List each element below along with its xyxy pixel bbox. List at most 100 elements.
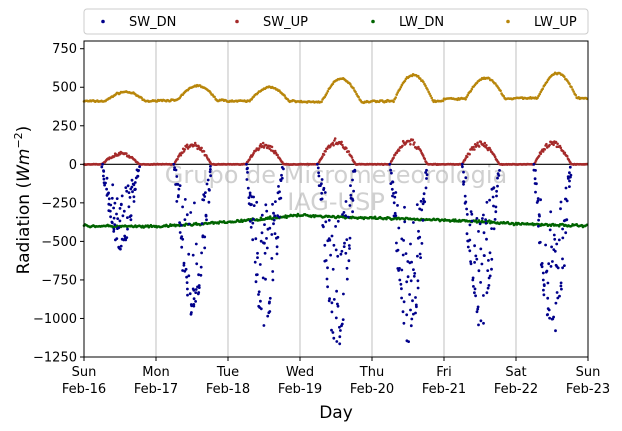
lw-dn-point: [295, 215, 299, 218]
sw-dn-point: [189, 211, 193, 214]
sw-up-point: [472, 145, 475, 149]
sw-dn-point: [246, 171, 249, 174]
legend-label-sw-dn: SW_DN: [129, 15, 176, 30]
sw-up-point: [468, 152, 471, 156]
sw-dn-point: [118, 219, 122, 223]
sw-dn-point: [496, 176, 499, 180]
data-points: [82, 71, 589, 346]
sw-dn-point: [133, 181, 137, 184]
sw-dn-point: [112, 206, 115, 210]
sw-dn-point: [488, 251, 492, 255]
sw-dn-point: [259, 239, 263, 243]
sw-dn-point: [251, 221, 255, 225]
sw-dn-point: [186, 293, 189, 297]
sw-up-point: [537, 154, 541, 158]
sw-dn-point: [268, 296, 272, 300]
sw-dn-point: [209, 174, 213, 178]
lw-up-point: [427, 90, 430, 94]
sw-up-point: [565, 154, 569, 158]
sw-dn-point: [534, 169, 537, 172]
sw-up-point: [485, 144, 488, 147]
sw-dn-point: [264, 203, 268, 207]
sw-dn-point: [473, 244, 476, 248]
sw-dn-point: [541, 271, 545, 275]
y-tick-label: −1250: [33, 351, 77, 366]
sw-dn-point: [533, 177, 537, 181]
sw-dn-point: [277, 185, 280, 188]
x-tick-label-day: Tue: [216, 365, 239, 380]
grid-lines: [155, 41, 517, 357]
sw-dn-point: [535, 182, 538, 186]
lw-up-point: [563, 75, 566, 78]
sw-dn-point: [256, 251, 259, 255]
lw-up-point: [419, 77, 422, 80]
lw-dn-point: [268, 215, 272, 218]
sw-dn-point: [466, 239, 470, 243]
sw-dn-point: [421, 219, 425, 222]
sw-up-point: [419, 149, 423, 153]
sw-dn-point: [401, 310, 405, 314]
sw-dn-point: [334, 316, 338, 320]
lw-up-point: [325, 92, 329, 95]
sw-dn-point: [188, 292, 192, 296]
sw-dn-point: [484, 218, 487, 222]
sw-dn-point: [546, 313, 549, 316]
sw-dn-point: [547, 308, 551, 312]
sw-dn-point: [252, 204, 256, 208]
sw-dn-point: [265, 246, 269, 250]
sw-dn-point: [272, 218, 276, 222]
sw-dn-point: [246, 166, 249, 170]
sw-dn-point: [327, 218, 331, 222]
sw-up-point: [473, 148, 476, 151]
sw-up-point: [486, 148, 490, 152]
sw-dn-point: [416, 279, 420, 283]
sw-dn-point: [195, 262, 199, 266]
sw-dn-point: [112, 216, 116, 220]
sw-up-point: [341, 143, 344, 147]
sw-dn-point: [338, 342, 342, 346]
sw-dn-point: [185, 281, 189, 284]
sw-dn-point: [419, 256, 422, 259]
sw-up-point: [541, 150, 545, 153]
x-axis-label: Day: [319, 403, 353, 423]
sw-dn-point: [189, 312, 193, 316]
lw-up-point: [394, 96, 398, 99]
sw-dn-point: [416, 286, 420, 290]
sw-dn-point: [565, 218, 569, 222]
sw-up-point: [257, 147, 261, 150]
sw-dn-point: [112, 230, 116, 233]
sw-dn-point: [316, 162, 319, 166]
sw-dn-point: [546, 281, 550, 285]
sw-dn-point: [102, 174, 105, 178]
sw-up-point: [333, 137, 337, 140]
sw-dn-point: [462, 182, 465, 186]
sw-dn-point: [492, 204, 495, 208]
sw-dn-point: [110, 196, 114, 200]
sw-dn-point: [554, 301, 558, 305]
sw-dn-point: [282, 167, 285, 171]
sw-dn-point: [475, 217, 479, 220]
sw-dn-point: [336, 304, 340, 308]
sw-dn-point: [255, 273, 259, 276]
sw-dn-point: [479, 281, 482, 284]
sw-dn-point: [546, 296, 550, 300]
watermark: Grupo de Micrometeorologia IAG-USP: [165, 161, 507, 216]
sw-up-point: [411, 138, 415, 142]
sw-dn-point: [345, 266, 349, 270]
sw-dn-point: [107, 197, 111, 201]
sw-dn-point: [547, 262, 551, 266]
sw-up-point: [125, 152, 128, 155]
sw-dn-point: [330, 301, 334, 305]
sw-up-point: [545, 142, 548, 146]
sw-dn-point: [194, 300, 198, 303]
sw-dn-point: [331, 267, 335, 271]
sw-up-point: [176, 157, 179, 161]
lw-up-point: [499, 89, 502, 93]
sw-dn-point: [332, 336, 336, 340]
sw-dn-point: [175, 200, 179, 203]
sw-dn-point: [127, 191, 131, 195]
sw-dn-point: [409, 242, 412, 246]
sw-dn-point: [324, 259, 328, 262]
sw-dn-point: [256, 256, 259, 259]
sw-dn-point: [127, 205, 131, 209]
